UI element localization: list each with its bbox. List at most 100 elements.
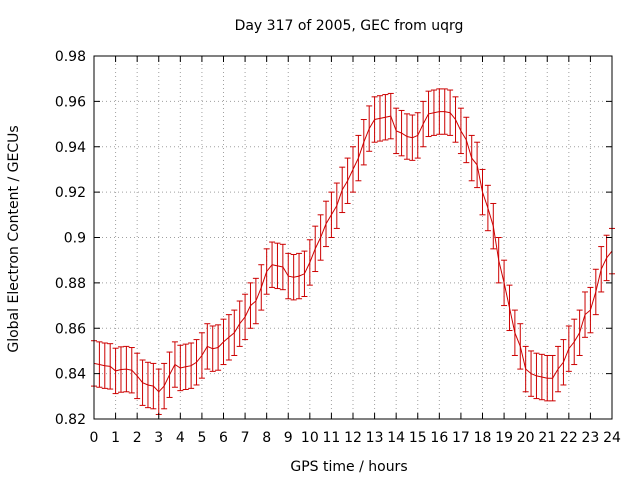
error-bar bbox=[323, 200, 330, 248]
error-bar bbox=[387, 92, 394, 140]
error-bar bbox=[150, 362, 157, 410]
x-tick-label: 17 bbox=[452, 430, 470, 446]
error-bar bbox=[403, 113, 410, 160]
y-tick-label: 0.84 bbox=[55, 367, 86, 383]
x-tick-label: 18 bbox=[474, 430, 492, 446]
error-bar bbox=[495, 237, 502, 284]
error-bar bbox=[144, 361, 151, 409]
error-bar bbox=[279, 243, 286, 291]
error-bar bbox=[560, 339, 567, 386]
y-tick-label: 0.94 bbox=[55, 140, 86, 156]
error-bar bbox=[393, 107, 400, 155]
error-bar bbox=[447, 89, 454, 136]
error-bar bbox=[225, 314, 232, 361]
error-bar bbox=[555, 345, 562, 393]
x-tick-label: 5 bbox=[197, 430, 206, 446]
error-bar bbox=[177, 344, 184, 392]
x-tick-label: 10 bbox=[301, 430, 319, 446]
y-tick-labels: 0.82 0.84 0.86 0.88 0.9 0.92 0.94 0.96 0.98 bbox=[55, 49, 86, 428]
x-tick-label: 8 bbox=[262, 430, 271, 446]
error-bar bbox=[414, 112, 421, 159]
error-bar bbox=[430, 89, 437, 136]
error-bar bbox=[468, 134, 475, 182]
error-bar bbox=[538, 353, 545, 401]
x-tick-label: 19 bbox=[495, 430, 513, 446]
x-tick-label: 12 bbox=[344, 430, 362, 446]
error-bar bbox=[366, 105, 373, 152]
error-bar bbox=[269, 241, 276, 288]
error-bar bbox=[333, 182, 340, 229]
x-tick-label: 24 bbox=[603, 430, 621, 446]
error-bar bbox=[371, 96, 378, 143]
error-bar bbox=[209, 325, 216, 372]
error-bar bbox=[193, 339, 200, 386]
y-axis-label: Global Electron Content / GECUs bbox=[6, 125, 22, 352]
chart-title: Day 317 of 2005, GEC from uqrg bbox=[235, 18, 464, 34]
error-bar bbox=[96, 341, 103, 388]
y-tick-label: 0.96 bbox=[55, 94, 86, 110]
error-bar bbox=[134, 352, 141, 400]
error-bar bbox=[215, 324, 222, 371]
error-bar bbox=[220, 318, 227, 366]
error-bar bbox=[247, 282, 254, 329]
error-bar bbox=[339, 166, 346, 214]
error-bar bbox=[263, 248, 270, 295]
error-bar bbox=[355, 134, 362, 182]
error-bar bbox=[328, 191, 335, 238]
error-bar bbox=[582, 291, 589, 338]
error-bar bbox=[236, 300, 243, 347]
error-bar bbox=[171, 341, 178, 388]
error-bar bbox=[474, 141, 481, 189]
error-bar bbox=[107, 343, 114, 390]
error-bar bbox=[376, 95, 383, 142]
error-bar bbox=[517, 323, 524, 370]
error-bar bbox=[382, 94, 389, 141]
error-bar bbox=[301, 250, 308, 297]
x-axis-label: GPS time / hours bbox=[290, 459, 407, 475]
error-bar bbox=[258, 264, 265, 311]
y-tick-label: 0.88 bbox=[55, 276, 86, 292]
x-tick-label: 3 bbox=[154, 430, 163, 446]
y-tick-label: 0.98 bbox=[55, 49, 86, 65]
error-bar bbox=[490, 202, 497, 250]
error-bar bbox=[533, 352, 540, 400]
error-bar bbox=[123, 345, 130, 393]
error-bar bbox=[274, 242, 281, 290]
error-bar bbox=[296, 252, 303, 300]
error-bar bbox=[139, 359, 146, 406]
error-bar bbox=[576, 309, 583, 356]
x-tick-label: 20 bbox=[517, 430, 535, 446]
error-bar bbox=[128, 347, 135, 394]
error-bar bbox=[317, 214, 324, 261]
x-tick-label: 16 bbox=[430, 430, 448, 446]
error-bar bbox=[425, 90, 432, 138]
error-bar bbox=[306, 239, 313, 286]
x-tick-label: 6 bbox=[219, 430, 228, 446]
error-bar bbox=[436, 88, 443, 135]
error-bar bbox=[544, 354, 551, 402]
error-bar bbox=[511, 309, 518, 356]
error-bar bbox=[231, 309, 238, 356]
x-tick-label: 22 bbox=[560, 430, 578, 446]
y-tick-label: 0.86 bbox=[55, 321, 86, 337]
x-tick-label: 0 bbox=[90, 430, 99, 446]
error-bar bbox=[522, 345, 529, 393]
error-bar bbox=[252, 277, 259, 325]
x-tick-label: 2 bbox=[133, 430, 142, 446]
x-tick-label: 13 bbox=[366, 430, 384, 446]
error-bar bbox=[565, 325, 572, 372]
x-tick-label: 4 bbox=[176, 430, 185, 446]
tick-marks bbox=[93, 55, 613, 420]
error-bar bbox=[290, 254, 297, 301]
error-bar bbox=[285, 252, 292, 300]
error-bar bbox=[182, 343, 189, 391]
error-bar bbox=[188, 342, 195, 389]
error-bar bbox=[441, 88, 448, 135]
x-tick-label: 9 bbox=[284, 430, 293, 446]
error-bar bbox=[603, 234, 610, 282]
error-bar bbox=[242, 293, 249, 341]
x-tick-label: 7 bbox=[241, 430, 250, 446]
error-bar bbox=[549, 354, 556, 402]
